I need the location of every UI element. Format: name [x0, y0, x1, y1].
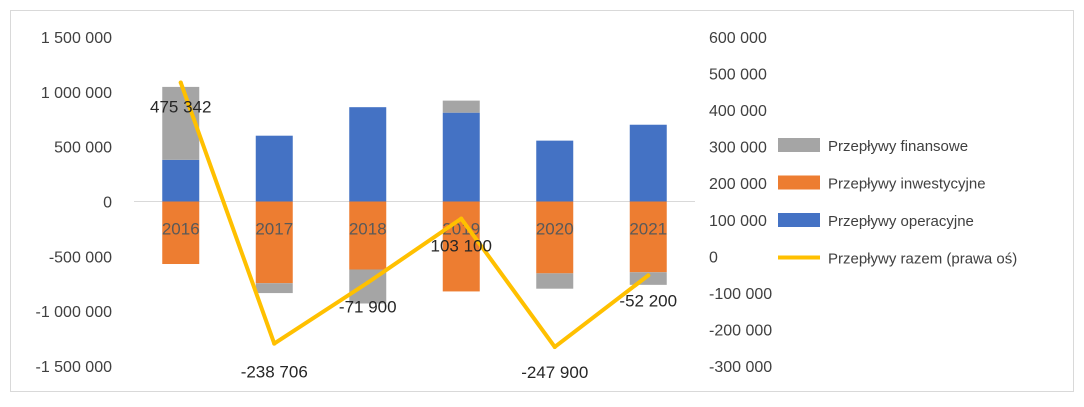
category-label: 2018	[349, 220, 387, 239]
right-axis-tick-label: 100 000	[709, 213, 767, 230]
right-axis-tick-label: 500 000	[709, 67, 767, 84]
right-axis-tick-label: -100 000	[709, 286, 772, 303]
bar-przep-ywy-finansowe-2020	[536, 273, 574, 289]
category-label: 2020	[536, 220, 574, 239]
category-label: 2017	[255, 220, 293, 239]
total-flow-data-label: -238 706	[241, 363, 308, 382]
bar-przep-ywy-inwestycyjne-2018	[349, 201, 387, 270]
total-flow-data-label: -52 200	[619, 291, 677, 310]
bar-przep-ywy-inwestycyjne-2019	[442, 201, 480, 292]
bar-przep-ywy-finansowe-2019	[442, 100, 480, 113]
left-axis-tick-label: 500 000	[54, 140, 112, 157]
legend-label: Przepływy inwestycyjne	[828, 176, 986, 193]
bar-przep-ywy-inwestycyjne-2016	[162, 201, 200, 265]
total-flow-point	[552, 344, 557, 349]
left-axis-tick-label: 0	[103, 195, 112, 212]
right-axis-tick-label: -300 000	[709, 359, 772, 376]
left-axis-tick-label: -1 500 000	[35, 359, 112, 376]
category-label: 2021	[629, 220, 667, 239]
bar-przep-ywy-operacyjne-2016	[162, 159, 200, 202]
total-flow-point	[272, 341, 277, 346]
right-axis-tick-label: 400 000	[709, 103, 767, 120]
legend-label: Przepływy operacyjne	[828, 213, 974, 230]
total-flow-point	[459, 216, 464, 221]
bar-przep-ywy-finansowe-2017	[255, 283, 293, 294]
right-axis-tick-label: 200 000	[709, 176, 767, 193]
bar-przep-ywy-operacyjne-2018	[349, 107, 387, 202]
legend-swatch	[778, 213, 820, 227]
legend-label: Przepływy razem (prawa oś)	[828, 251, 1017, 268]
bar-przep-ywy-finansowe-2016	[162, 86, 200, 160]
bar-przep-ywy-operacyjne-2019	[442, 112, 480, 202]
total-flow-data-label: 103 100	[431, 237, 492, 256]
bar-przep-ywy-inwestycyjne-2020	[536, 201, 574, 274]
total-flow-data-label: -71 900	[339, 298, 397, 317]
right-axis-tick-label: -200 000	[709, 322, 772, 339]
right-axis-tick-label: 0	[709, 249, 718, 266]
bar-przep-ywy-operacyjne-2021	[629, 124, 667, 202]
total-flow-point	[646, 273, 651, 278]
left-axis-tick-label: 1 000 000	[41, 85, 112, 102]
right-axis-tick-label: 600 000	[709, 30, 767, 47]
legend-swatch	[778, 138, 820, 152]
category-label: 2016	[162, 220, 200, 239]
legend-label: Przepływy finansowe	[828, 138, 968, 155]
right-axis-tick-label: 300 000	[709, 140, 767, 157]
left-axis-tick-label: -1 000 000	[35, 304, 112, 321]
legend-swatch	[778, 175, 820, 190]
total-flow-data-label: 475 342	[150, 98, 211, 117]
chart-border	[10, 10, 1074, 392]
total-flow-data-label: -247 900	[521, 363, 588, 382]
bar-przep-ywy-inwestycyjne-2017	[255, 201, 293, 284]
total-flow-point	[365, 280, 370, 285]
bar-przep-ywy-inwestycyjne-2021	[629, 201, 667, 273]
bar-przep-ywy-operacyjne-2017	[255, 135, 293, 202]
left-axis-tick-label: -500 000	[49, 249, 112, 266]
total-flow-line	[178, 80, 651, 349]
left-axis-tick-label: 1 500 000	[41, 30, 112, 47]
total-flow-point	[178, 80, 183, 85]
bar-przep-ywy-operacyjne-2020	[536, 140, 574, 202]
